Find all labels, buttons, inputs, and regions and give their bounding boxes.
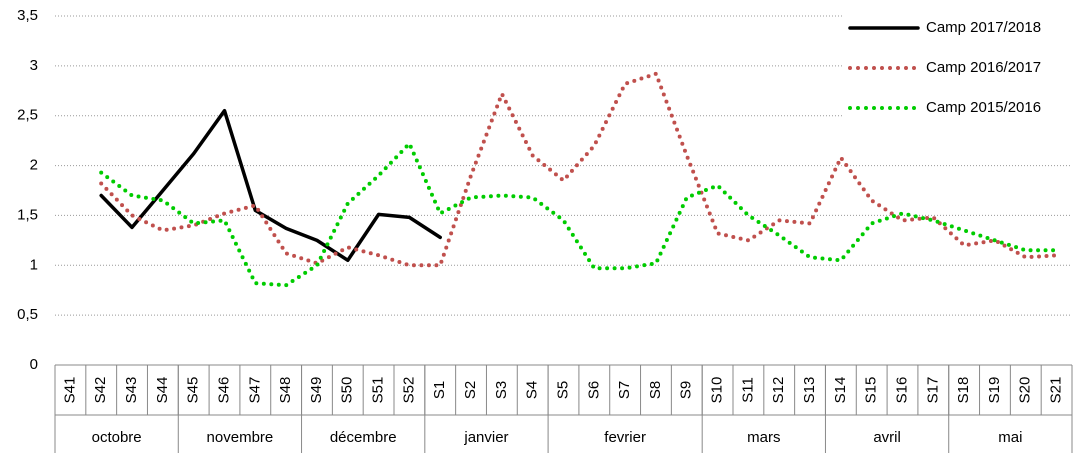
month-label: janvier [463,429,508,446]
x-tick-label: S2 [462,381,479,399]
x-tick-label: S20 [1017,377,1034,404]
x-tick-label: S9 [678,381,695,399]
legend-label: Camp 2016/2017 [926,59,1041,76]
x-tick-label: S15 [863,377,880,404]
x-tick-label: S52 [400,377,417,404]
x-tick-label: S43 [123,377,140,404]
x-tick-label: S4 [524,381,541,399]
series-line [99,71,1059,268]
x-tick-label: S45 [185,377,202,404]
y-tick-label: 2,5 [17,107,38,124]
month-label: mai [998,429,1022,446]
month-label: décembre [330,429,397,446]
x-tick-label: S48 [277,377,294,404]
x-tick-label: S18 [955,377,972,404]
month-label: novembre [207,429,274,446]
x-tick-label: S13 [801,377,818,404]
x-tick-label: S17 [924,377,941,404]
y-tick-label: 0,5 [17,306,38,323]
x-tick-label: S51 [370,377,387,404]
y-tick-label: 3 [30,57,38,74]
series-line [99,141,1059,288]
month-label: octobre [92,429,142,446]
x-tick-label: S1 [431,381,448,399]
y-tick-label: 1,5 [17,206,38,223]
month-label: mars [747,429,780,446]
month-label: avril [873,429,901,446]
y-tick-label: 1 [30,256,38,273]
series-line [99,108,442,263]
x-tick-label: S42 [92,377,109,404]
x-tick-label: S19 [986,377,1003,404]
legend-label: Camp 2015/2016 [926,99,1041,116]
legend-label: Camp 2017/2018 [926,19,1041,36]
x-tick-label: S46 [215,377,232,404]
month-label: fevrier [604,429,646,446]
x-tick-label: S41 [61,377,78,404]
y-tick-label: 3,5 [17,7,38,24]
x-tick-label: S11 [739,377,756,403]
x-tick-label: S7 [616,381,633,399]
x-tick-label: S50 [339,377,356,404]
x-tick-label: S49 [308,377,325,404]
x-tick-label: S10 [709,377,726,404]
x-tick-label: S44 [154,377,171,404]
x-tick-label: S3 [493,381,510,399]
y-tick-label: 2 [30,157,38,174]
x-tick-label: S14 [832,377,849,404]
x-tick-label: S47 [246,377,263,404]
x-tick-label: S21 [1048,377,1065,404]
x-tick-label: S8 [647,381,664,399]
x-tick-label: S12 [770,377,787,404]
x-tick-label: S16 [893,377,910,404]
x-tick-label: S6 [585,381,602,399]
y-tick-label: 0 [30,356,38,373]
x-tick-label: S5 [554,381,571,399]
